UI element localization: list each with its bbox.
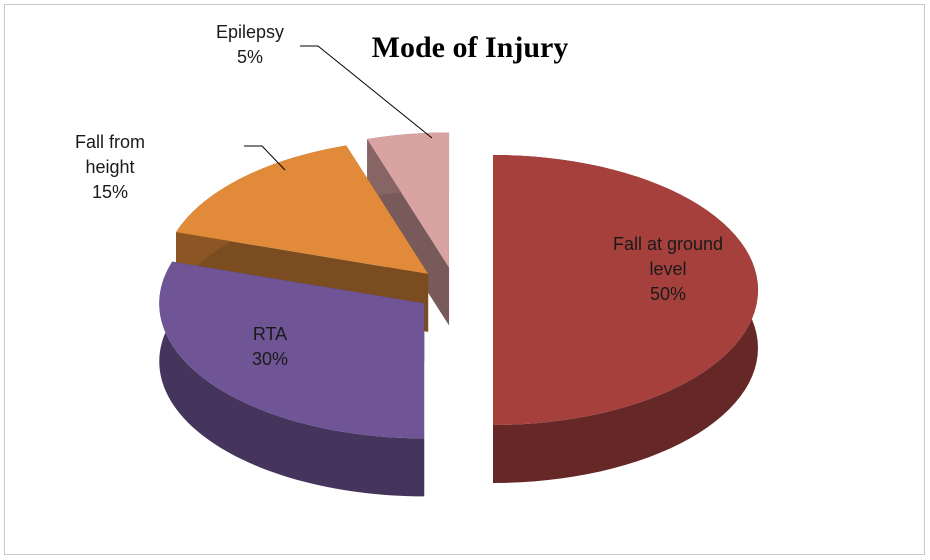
leader-line [244,145,286,171]
slice-value-label: 30% [251,349,289,369]
slice-label: RTA [252,324,288,344]
slice-label: Epilepsy [215,22,285,42]
chart-title: Mode of Injury [372,31,569,64]
slice-label: Fall from height [74,132,145,177]
slice [159,261,425,439]
leader-line [300,45,433,139]
chart-border [4,4,925,555]
slice-value-label: 5% [236,47,263,67]
slice-value-label: 50% [649,284,687,304]
slice-label: Fall at ground level [612,234,724,279]
slice-side [159,261,425,497]
slice [367,132,450,268]
slice-value-label: 15% [91,182,129,202]
slice [493,155,758,425]
slice [176,145,429,274]
